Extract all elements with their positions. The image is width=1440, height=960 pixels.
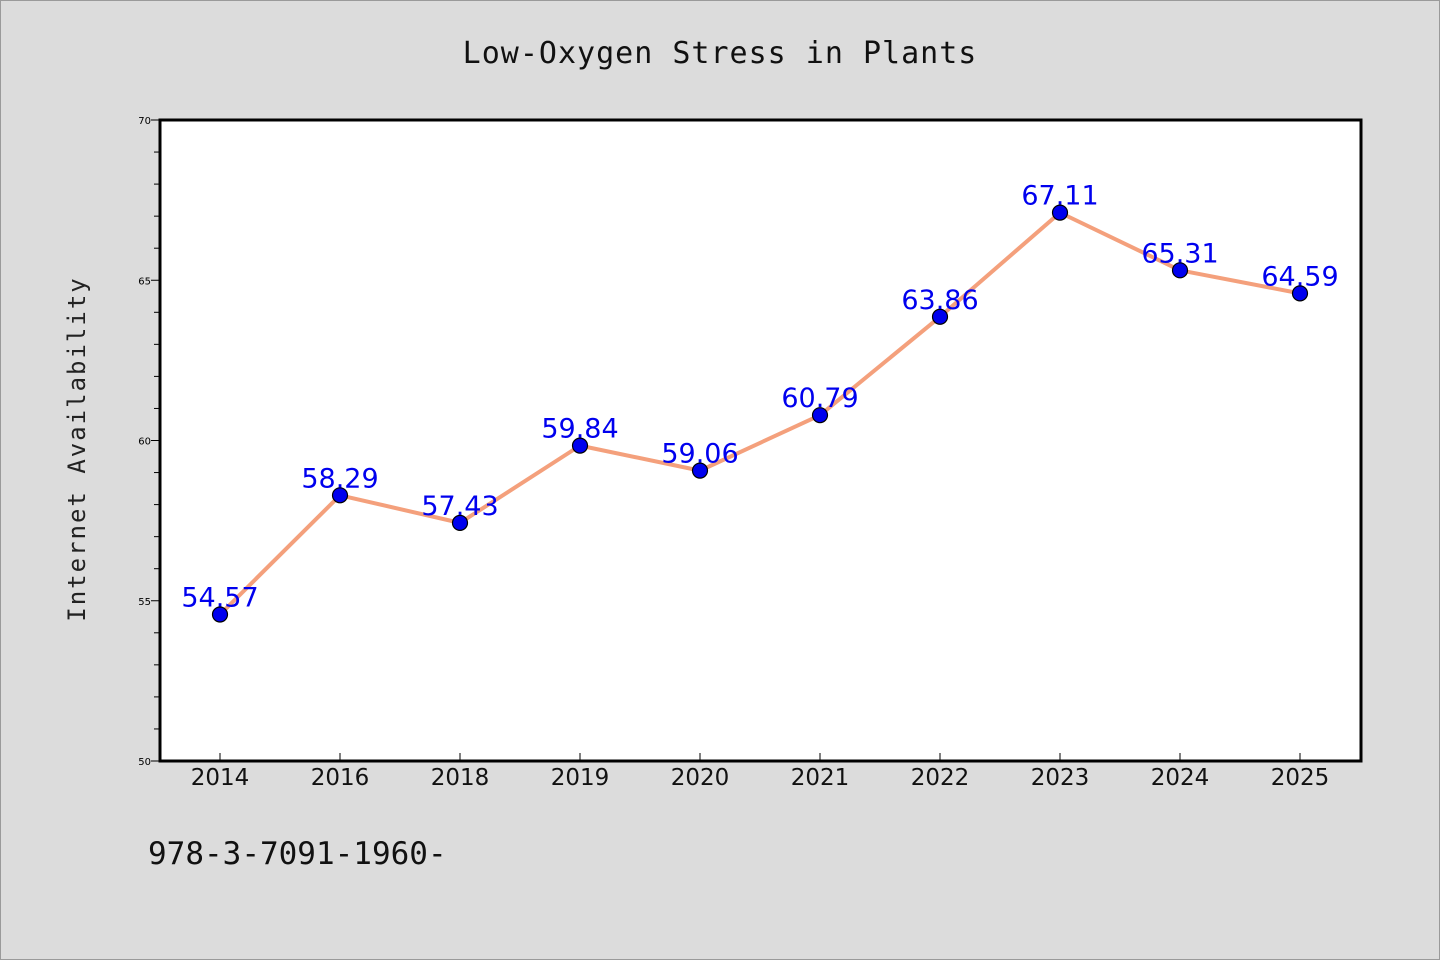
data-point (451, 514, 469, 531)
footer-text: 978-3-7091-1960- (148, 836, 447, 872)
x-tick-label: 2020 (671, 765, 730, 791)
x-tick-label: 2022 (911, 765, 970, 791)
x-tick-label: 2025 (1271, 765, 1330, 791)
series-layer: 54.57 58.29 57.43 59.84 59.06 60.79 63.86 67.11… (181, 181, 1339, 623)
data-label: 67.11 (1021, 181, 1098, 212)
data-point (811, 407, 829, 424)
x-tick-label: 2016 (311, 765, 370, 791)
x-tick-label: 2018 (431, 765, 490, 791)
data-label: 59.84 (541, 414, 618, 445)
x-axis-ticks: 2014 2016 2018 2019 2020 2021 2022 2023 2024 2025 (191, 753, 1330, 791)
data-label: 57.43 (421, 491, 498, 522)
x-tick-label: 2021 (791, 765, 850, 791)
data-point (1291, 285, 1309, 302)
data-label: 63.86 (901, 285, 978, 316)
y-tick-label: 50 (138, 757, 151, 768)
data-label: 60.79 (781, 383, 858, 414)
data-point (331, 487, 349, 504)
y-tick-label: 60 (138, 437, 151, 448)
series-line (218, 210, 1301, 616)
plot-area (158, 118, 1363, 763)
chart-title: Low-Oxygen Stress in Plants (463, 36, 978, 71)
x-tick-label: 2014 (191, 765, 250, 791)
data-point (571, 437, 589, 454)
data-label: 58.29 (301, 463, 378, 494)
data-label: 65.31 (1141, 238, 1218, 269)
data-point (1051, 204, 1069, 221)
y-axis-label: Internet Availability (63, 276, 91, 621)
x-tick-label: 2023 (1031, 765, 1090, 791)
y-tick-label: 65 (138, 276, 151, 287)
x-tick-label: 2019 (551, 765, 610, 791)
data-point (211, 606, 229, 623)
y-axis-ticks: 50 55 60 65 70 (138, 116, 160, 768)
x-tick-label: 2024 (1151, 765, 1210, 791)
data-label: 59.06 (661, 439, 738, 470)
y-tick-label: 70 (138, 116, 151, 127)
data-label: 54.57 (181, 583, 258, 614)
data-point (931, 308, 949, 325)
data-label: 64.59 (1261, 261, 1338, 292)
data-point (691, 462, 709, 479)
data-point (1171, 262, 1189, 279)
y-tick-label: 55 (138, 597, 151, 608)
